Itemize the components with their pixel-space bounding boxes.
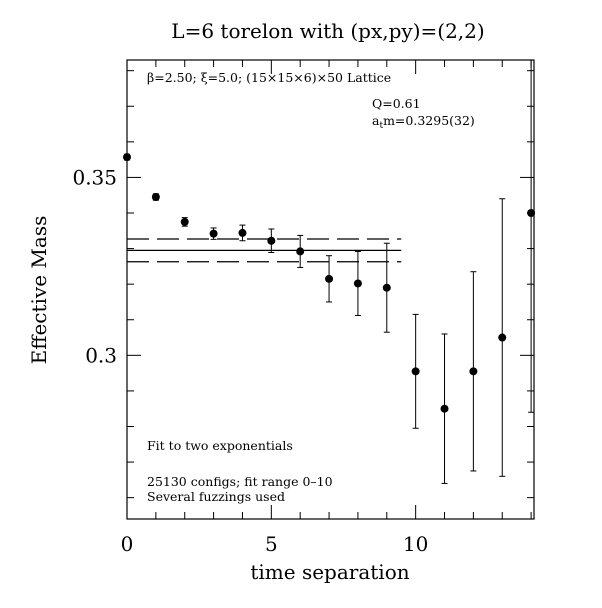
x-tick-label: 0 [121,532,134,556]
note-fit-type: Fit to two exponentials [147,438,293,453]
data-point [151,192,160,201]
fit-band [127,238,402,263]
data-points [123,60,536,484]
y-axis-label: Effective Mass [27,216,51,365]
data-point [411,367,420,376]
axis-ticks [126,60,534,519]
data-point [469,367,478,376]
data-point [238,228,247,237]
data-point [123,153,131,162]
mass-annotation-subscript: t [379,121,383,131]
data-point [267,236,276,245]
note-fuzzings: Several fuzzings used [147,489,285,504]
x-tick-label: 10 [403,532,428,556]
x-tick-label: 5 [265,532,278,556]
data-point [353,279,362,288]
chart-title: L=6 torelon with (px,py)=(2,2) [171,19,484,43]
q-annotation: Q=0.61 [372,96,421,111]
data-point [180,217,189,226]
data-point [382,283,391,292]
data-point [498,333,507,342]
y-tick-label: 0.3 [85,343,117,367]
tick-labels: 0 5 10 0.3 0.35 [72,165,428,556]
plot-frame [126,59,535,520]
data-point [209,229,218,238]
data-point [440,404,449,413]
lattice-annotation: β=2.50; ξ=5.0; (15×15×6)×50 Lattice [147,70,391,85]
note-configs: 25130 configs; fit range 0–10 [147,474,333,489]
data-point [527,209,536,217]
x-axis-label: time separation [250,560,409,584]
data-point [325,274,334,283]
mass-annotation: atm=0.3295(32) [372,113,475,131]
y-tick-label: 0.35 [72,165,117,189]
data-point [296,247,305,256]
